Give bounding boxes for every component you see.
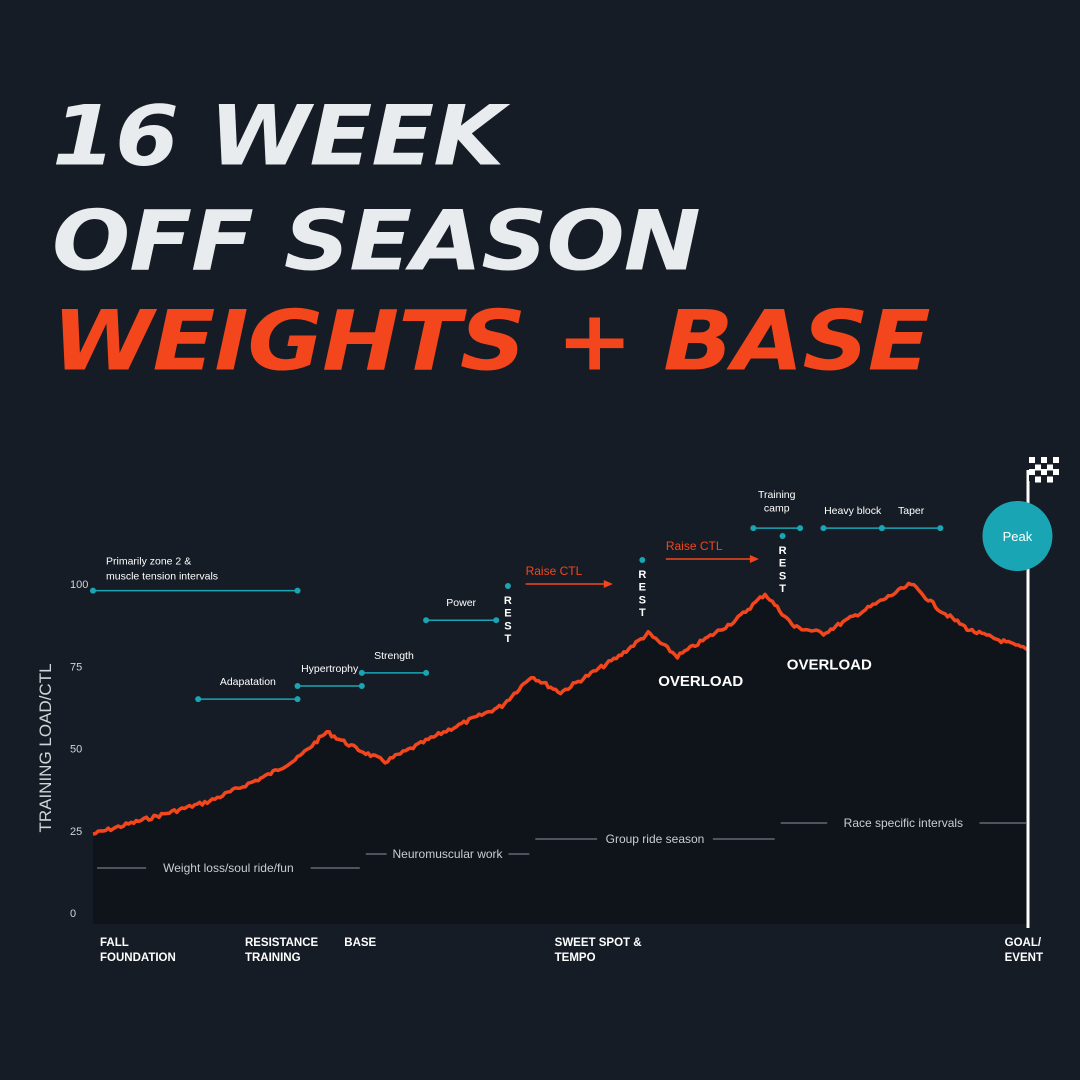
rest-dot: [779, 533, 786, 539]
block-label: Hypertrophy: [301, 663, 359, 675]
flag-square: [1035, 476, 1041, 483]
title-line-3: WEIGHTS + BASE: [52, 292, 931, 390]
block-dot: [195, 696, 202, 703]
y-tick-label: 75: [70, 661, 82, 673]
x-phase-label: BASE: [344, 937, 376, 949]
flag-square: [1029, 463, 1035, 469]
block-dot: [878, 525, 885, 532]
flag-square: [1029, 457, 1035, 463]
block-dot: [750, 525, 757, 532]
x-phase-label: GOAL/EVENT: [1005, 937, 1043, 964]
block-dot: [797, 525, 804, 532]
phase-label: Neuromuscular work: [393, 847, 504, 861]
ctl-series-line: [92, 581, 1029, 836]
overload-label: OVERLOAD: [658, 673, 743, 690]
y-tick-label: 25: [70, 826, 82, 838]
flag-square: [1041, 463, 1047, 469]
peak-label: Peak: [1003, 529, 1033, 544]
block-label: Primarily zone 2 & muscle tension interva…: [106, 556, 218, 583]
block-label: Adapatation: [220, 676, 276, 688]
block-dot: [90, 587, 96, 594]
block-dot: [294, 587, 301, 594]
overload-label: OVERLOAD: [787, 657, 872, 674]
flag-square: [1029, 469, 1035, 475]
block-label: Heavy block: [824, 505, 882, 517]
flag-square: [1041, 475, 1047, 481]
flag-square: [1053, 457, 1059, 463]
flag-square: [1041, 469, 1047, 475]
phase-label: Weight loss/soul ride/fun: [163, 861, 294, 875]
peak-marker: [982, 501, 1053, 571]
block-label: Taper: [898, 505, 925, 517]
flag-square: [1053, 475, 1059, 481]
flag-square: [1029, 475, 1035, 481]
block-dot: [423, 669, 430, 676]
phase-label: Race specific intervals: [844, 816, 963, 830]
flag-square: [1041, 457, 1047, 463]
rest-dot: [504, 583, 511, 589]
block-dot: [423, 617, 430, 624]
x-phase-label: RESISTANCE TRAINING: [245, 937, 319, 964]
block-label: Power: [446, 597, 476, 609]
block-dot: [820, 525, 827, 532]
y-axis-label: TRAINING LOAD/CTL: [36, 663, 55, 832]
y-tick-label: 0: [70, 908, 76, 920]
y-tick-label: 50: [70, 744, 82, 756]
ctl-area-fill: [93, 583, 1028, 924]
flag-square: [1035, 464, 1041, 471]
title-line-1: 16 WEEK: [52, 87, 505, 185]
flag-square: [1035, 458, 1041, 465]
block-dot: [937, 525, 944, 532]
flag-square: [1053, 463, 1059, 469]
x-phase-label: FALL FOUNDATION: [100, 937, 176, 964]
block-label: Training camp: [758, 489, 796, 515]
raise-ctl-arrowhead: [603, 580, 613, 588]
rest-dot: [639, 557, 646, 563]
checkered-flag-icon: [1029, 457, 1059, 483]
block-dot: [358, 669, 365, 676]
flag-square: [1035, 470, 1041, 477]
y-tick-label: 100: [70, 579, 88, 591]
raise-ctl-label: Raise CTL: [666, 539, 723, 553]
raise-ctl-arrowhead: [749, 555, 759, 563]
block-label: Strength: [374, 650, 414, 662]
block-dot: [493, 617, 500, 624]
x-phase-label: SWEET SPOT & TEMPO: [555, 937, 642, 964]
block-dot: [294, 696, 301, 703]
phase-label: Group ride season: [606, 832, 705, 846]
block-dot: [358, 682, 365, 689]
flag-square: [1053, 469, 1059, 475]
title-line-2: OFF SEASON: [52, 192, 701, 290]
flag-square: [1047, 470, 1053, 477]
flag-square: [1047, 476, 1053, 483]
raise-ctl-label: Raise CTL: [526, 564, 583, 578]
block-dot: [294, 682, 301, 689]
flag-square: [1047, 464, 1053, 471]
flag-square: [1047, 458, 1053, 465]
